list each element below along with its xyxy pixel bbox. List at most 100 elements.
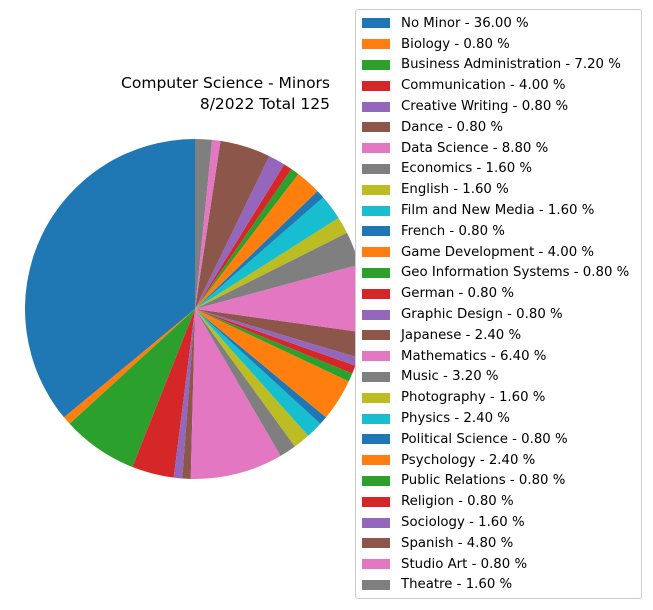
legend-swatch — [362, 392, 390, 403]
legend-swatch — [362, 309, 390, 320]
legend-label: Creative Writing - 0.80 % — [401, 99, 569, 115]
legend-swatch — [362, 371, 390, 382]
legend-label: Business Administration - 7.20 % — [401, 57, 621, 73]
legend-entry: Data Science - 8.80 % — [362, 138, 641, 159]
legend-label: Photography - 1.60 % — [401, 390, 546, 406]
legend-entry: Biology - 0.80 % — [362, 34, 641, 55]
legend-label: Studio Art - 0.80 % — [401, 556, 528, 572]
pie-slice-spanish — [195, 140, 270, 309]
legend-swatch — [362, 59, 390, 70]
pie-slice-graphic-design — [195, 309, 358, 366]
legend-swatch — [362, 39, 390, 50]
chart-title-block: Computer Science - Minors 8/2022 Total 1… — [121, 73, 330, 115]
pie-slice-communication — [132, 309, 195, 478]
pie-slice-english — [195, 309, 309, 447]
legend-entry: Public Relations - 0.80 % — [362, 471, 641, 492]
pie-slice-mathematics — [195, 264, 360, 332]
pie-slice-data-science — [190, 309, 281, 480]
legend-entry: Graphic Design - 0.80 % — [362, 304, 641, 325]
pie-slice-film-and-new-media — [195, 309, 321, 436]
legend-swatch — [362, 163, 390, 174]
legend-swatch — [362, 517, 390, 528]
pie-slice-business-administration — [69, 309, 195, 468]
legend-label: Game Development - 4.00 % — [401, 244, 595, 260]
legend-swatch — [362, 475, 390, 486]
pie-slice-studio-art — [195, 139, 221, 309]
legend-entry: Religion - 0.80 % — [362, 491, 641, 512]
legend-entry: Geo Information Systems - 0.80 % — [362, 263, 641, 284]
legend-label: German - 0.80 % — [401, 286, 514, 302]
legend-label: Psychology - 2.40 % — [401, 452, 536, 468]
pie-slice-economics — [195, 309, 295, 456]
legend-label: Music - 3.20 % — [401, 369, 499, 385]
pie-slice-religion — [195, 164, 292, 309]
legend-label: Religion - 0.80 % — [401, 494, 514, 510]
legend-label: Public Relations - 0.80 % — [401, 473, 566, 489]
legend-entry: Dance - 0.80 % — [362, 117, 641, 138]
pie-slice-french — [195, 309, 326, 424]
legend-label: Film and New Media - 1.60 % — [401, 203, 595, 219]
legend-swatch — [362, 559, 390, 570]
legend-entry: Film and New Media - 1.60 % — [362, 200, 641, 221]
legend-entry: No Minor - 36.00 % — [362, 13, 641, 34]
legend-entry: Studio Art - 0.80 % — [362, 554, 641, 575]
legend-label: Spanish - 4.80 % — [401, 535, 514, 551]
pie-slice-japanese — [195, 309, 360, 358]
pie-slice-physics — [195, 197, 339, 309]
legend-label: Physics - 2.40 % — [401, 411, 510, 427]
legend-swatch — [362, 413, 390, 424]
pie-slice-creative-writing — [173, 309, 195, 479]
pie-plot — [24, 139, 360, 480]
legend-swatch — [362, 226, 390, 237]
legend-swatch — [362, 496, 390, 507]
pie-slice-dance — [182, 309, 195, 479]
legend-entry: Business Administration - 7.20 % — [362, 55, 641, 76]
legend-label: Economics - 1.60 % — [401, 161, 533, 177]
legend-entry: Photography - 1.60 % — [362, 387, 641, 408]
legend-label: Sociology - 1.60 % — [401, 515, 525, 531]
pie-slice-game-development — [195, 309, 349, 418]
legend-entry: French - 0.80 % — [362, 221, 641, 242]
legend-swatch — [362, 184, 390, 195]
legend-label: Geo Information Systems - 0.80 % — [401, 265, 630, 281]
legend-label: Graphic Design - 0.80 % — [401, 307, 563, 323]
pie-slice-no-minor — [24, 139, 195, 418]
legend-label: French - 0.80 % — [401, 223, 505, 239]
legend-swatch — [362, 122, 390, 133]
legend-swatch — [362, 455, 390, 466]
legend-swatch — [362, 143, 390, 154]
legend-label: Mathematics - 6.40 % — [401, 348, 547, 364]
pie-slice-sociology — [195, 156, 285, 309]
chart-legend: No Minor - 36.00 % Biology - 0.80 % Busine… — [355, 9, 642, 599]
legend-swatch — [362, 579, 390, 590]
legend-swatch — [362, 351, 390, 362]
legend-entry: Theatre - 1.60 % — [362, 575, 641, 596]
legend-swatch — [362, 434, 390, 445]
pie-slice-psychology — [195, 174, 318, 309]
legend-label: Communication - 4.00 % — [401, 78, 566, 94]
pie-slice-photography — [195, 217, 347, 309]
legend-entry: Psychology - 2.40 % — [362, 450, 641, 471]
pie-slice-geo-information-systems — [195, 309, 353, 382]
legend-entry: Japanese - 2.40 % — [362, 325, 641, 346]
legend-swatch — [362, 205, 390, 216]
legend-entry: Economics - 1.60 % — [362, 159, 641, 180]
legend-entry: Communication - 4.00 % — [362, 75, 641, 96]
legend-entry: Creative Writing - 0.80 % — [362, 96, 641, 117]
legend-swatch — [362, 288, 390, 299]
legend-label: Data Science - 8.80 % — [401, 140, 549, 156]
legend-swatch — [362, 538, 390, 549]
pie-slice-political-science — [195, 191, 324, 309]
legend-entry: Mathematics - 6.40 % — [362, 346, 641, 367]
pie-slice-biology — [64, 309, 195, 424]
legend-label: No Minor - 36.00 % — [401, 15, 529, 31]
legend-swatch — [362, 267, 390, 278]
legend-label: Dance - 0.80 % — [401, 119, 504, 135]
legend-label: Theatre - 1.60 % — [401, 577, 513, 593]
legend-label: Biology - 0.80 % — [401, 36, 510, 52]
legend-entry: Physics - 2.40 % — [362, 408, 641, 429]
legend-entry: Sociology - 1.60 % — [362, 512, 641, 533]
pie-slice-music — [195, 232, 360, 309]
legend-entry: Political Science - 0.80 % — [362, 429, 641, 450]
legend-label: Japanese - 2.40 % — [401, 327, 522, 343]
